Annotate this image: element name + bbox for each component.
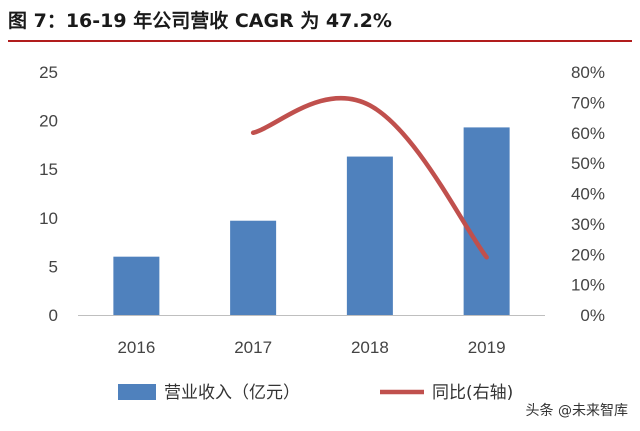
y2-tick-label: 60% bbox=[571, 124, 605, 143]
bar-2016 bbox=[113, 256, 160, 315]
legend-bar-label: 营业收入（亿元） bbox=[164, 383, 300, 403]
yoy-growth-line bbox=[250, 96, 489, 260]
x-tick-label: 2018 bbox=[351, 338, 389, 357]
watermark-text: 头条 @未来智库 bbox=[525, 403, 628, 419]
watermark: 头条 @未来智库 bbox=[521, 399, 632, 421]
x-tick-label: 2017 bbox=[234, 338, 272, 357]
y-tick-label: 15 bbox=[39, 160, 58, 179]
bar-2017 bbox=[230, 220, 277, 315]
x-tick-label: 2016 bbox=[117, 338, 155, 357]
y2-tick-label: 10% bbox=[571, 276, 605, 295]
y2-tick-label: 70% bbox=[571, 93, 605, 112]
legend-line-label: 同比(右轴) bbox=[432, 383, 513, 403]
x-tick-label: 2019 bbox=[468, 338, 506, 357]
chart-title: 图 7：16-19 年公司营收 CAGR 为 47.2% bbox=[8, 10, 392, 32]
y2-tick-label: 80% bbox=[571, 63, 605, 82]
y-tick-label: 20 bbox=[39, 112, 58, 131]
y2-tick-label: 30% bbox=[571, 215, 605, 234]
bar-2019 bbox=[463, 127, 510, 316]
y2-tick-label: 50% bbox=[571, 154, 605, 173]
y2-tick-label: 0% bbox=[580, 306, 605, 325]
legend-bar-swatch bbox=[118, 384, 156, 400]
y2-tick-label: 40% bbox=[571, 185, 605, 204]
y-tick-label: 0 bbox=[49, 306, 58, 325]
y-tick-label: 10 bbox=[39, 209, 58, 228]
y2-tick-label: 20% bbox=[571, 245, 605, 264]
bar-2018 bbox=[346, 156, 393, 315]
y-tick-label: 25 bbox=[39, 63, 58, 82]
y-tick-label: 5 bbox=[49, 257, 58, 276]
title-underline bbox=[8, 40, 632, 42]
